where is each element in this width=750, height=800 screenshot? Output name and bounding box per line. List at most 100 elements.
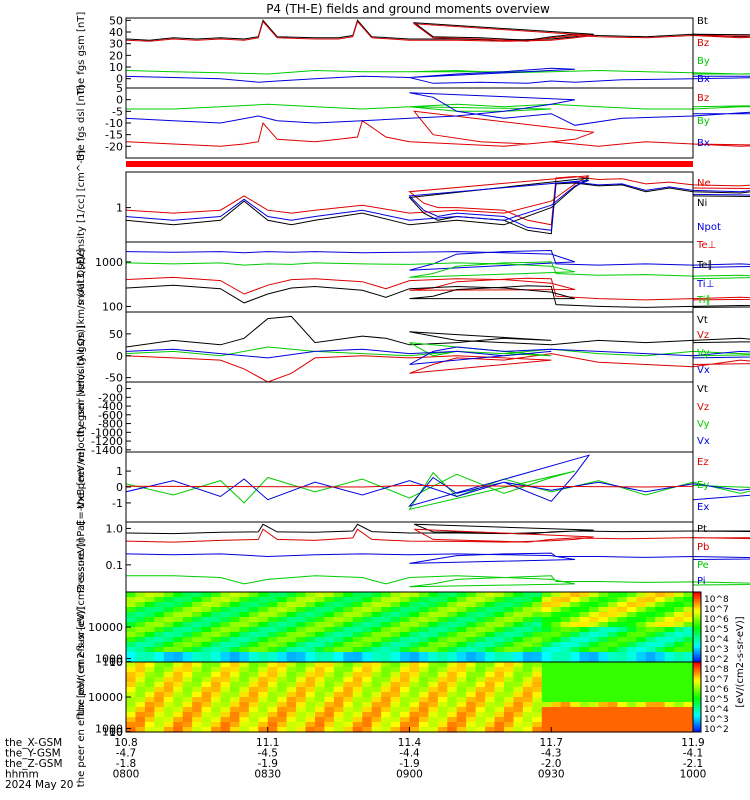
heatmap-cell (485, 662, 496, 668)
heatmap-cell (315, 712, 326, 718)
heatmap-cell (362, 627, 373, 633)
heatmap-cell (636, 632, 647, 638)
heatmap-cell (277, 707, 288, 713)
heatmap-cell (598, 712, 609, 718)
heatmap-cell (343, 682, 354, 688)
heatmap-cell (607, 627, 618, 633)
heatmap-cell (447, 612, 458, 618)
heatmap-cell (163, 717, 174, 723)
heatmap-cell (296, 592, 307, 598)
colorbar-segment (693, 687, 701, 691)
heatmap-cell (324, 617, 335, 623)
colorbar-tick-label: 10^7 (704, 605, 729, 615)
colorbar-segment (693, 727, 701, 731)
heatmap-cell (371, 707, 382, 713)
colorbar-segment (693, 683, 701, 686)
heatmap-cell (390, 682, 401, 688)
heatmap-cell (182, 612, 193, 618)
heatmap-cell (617, 622, 628, 628)
heatmap-cell (475, 712, 486, 718)
heatmap-cell (522, 672, 533, 678)
heatmap-cell (267, 657, 278, 663)
y-tick-label: 1 (116, 465, 123, 478)
heatmap-cell (485, 602, 496, 608)
heatmap-cell (551, 687, 562, 693)
heatmap-cell (551, 627, 562, 633)
heatmap-cell (267, 702, 278, 708)
heatmap-cell (286, 622, 297, 628)
heatmap-cell (211, 612, 222, 618)
heatmap-cell (400, 662, 411, 668)
heatmap-cell (551, 702, 562, 708)
heatmap-cell (456, 597, 467, 603)
heatmap-cell (418, 637, 429, 643)
heatmap-cell (400, 637, 411, 643)
heatmap-cell (551, 707, 562, 713)
colorbar-segment (693, 666, 701, 670)
heatmap-cell (513, 687, 524, 693)
heatmap-cell (504, 697, 515, 703)
series-ti-line (125, 261, 750, 280)
heatmap-cell (522, 597, 533, 603)
heatmap-cell (286, 647, 297, 653)
heatmap-cell (674, 717, 685, 723)
heatmap-cell (485, 677, 496, 683)
series-bx-line (125, 92, 750, 126)
heatmap-cell (522, 627, 533, 633)
heatmap-cell (664, 712, 675, 718)
heatmap-cell (211, 657, 222, 663)
heatmap-cell (655, 637, 666, 643)
heatmap-cell (504, 717, 515, 723)
heatmap-cell (645, 642, 656, 648)
heatmap-cell (409, 632, 420, 638)
heatmap-cell (229, 652, 240, 658)
heatmap-cell (390, 667, 401, 673)
heatmap-cell (135, 652, 146, 658)
heatmap-cell (485, 597, 496, 603)
panel-frame (125, 311, 694, 383)
heatmap-cell (513, 697, 524, 703)
panel-frame (125, 171, 694, 243)
heatmap-cell (201, 612, 212, 618)
heatmap-cell (418, 632, 429, 638)
heatmap-cell (532, 662, 543, 668)
heatmap-cell (333, 712, 344, 718)
heatmap-cell (211, 632, 222, 638)
heatmap-cell (229, 657, 240, 663)
heatmap-cell (513, 717, 524, 723)
heatmap-cell (645, 612, 656, 618)
heatmap-cell (220, 592, 231, 598)
heatmap-cell (154, 652, 165, 658)
heatmap-cell (645, 632, 656, 638)
heatmap-cell (504, 677, 515, 683)
heatmap-cell (163, 727, 174, 733)
heatmap-cell (456, 637, 467, 643)
colorbar-segment (693, 620, 701, 623)
y-tick-label: 1.0 (106, 522, 124, 535)
heatmap-cell (485, 617, 496, 623)
heatmap-cell (579, 697, 590, 703)
colorbar-segment (693, 601, 701, 605)
heatmap-cell (466, 607, 477, 613)
heatmap-cell (390, 617, 401, 623)
heatmap-cell (239, 647, 250, 653)
heatmap-cell (409, 697, 420, 703)
heatmap-cell (617, 702, 628, 708)
heatmap-cell (428, 717, 439, 723)
heatmap-cell (636, 702, 647, 708)
heatmap-cell (173, 637, 184, 643)
heatmap-cell (589, 712, 600, 718)
heatmap-cell (447, 682, 458, 688)
heatmap-cell (201, 617, 212, 623)
heatmap-cell (607, 672, 618, 678)
x-tick-label: -4.3 (541, 748, 562, 760)
heatmap-cell (607, 722, 618, 728)
heatmap-cell (456, 642, 467, 648)
heatmap-cell (551, 647, 562, 653)
heatmap-cell (456, 607, 467, 613)
heatmap-cell (324, 632, 335, 638)
heatmap-cell (220, 617, 231, 623)
heatmap-cell (315, 707, 326, 713)
heatmap-cell (522, 657, 533, 663)
